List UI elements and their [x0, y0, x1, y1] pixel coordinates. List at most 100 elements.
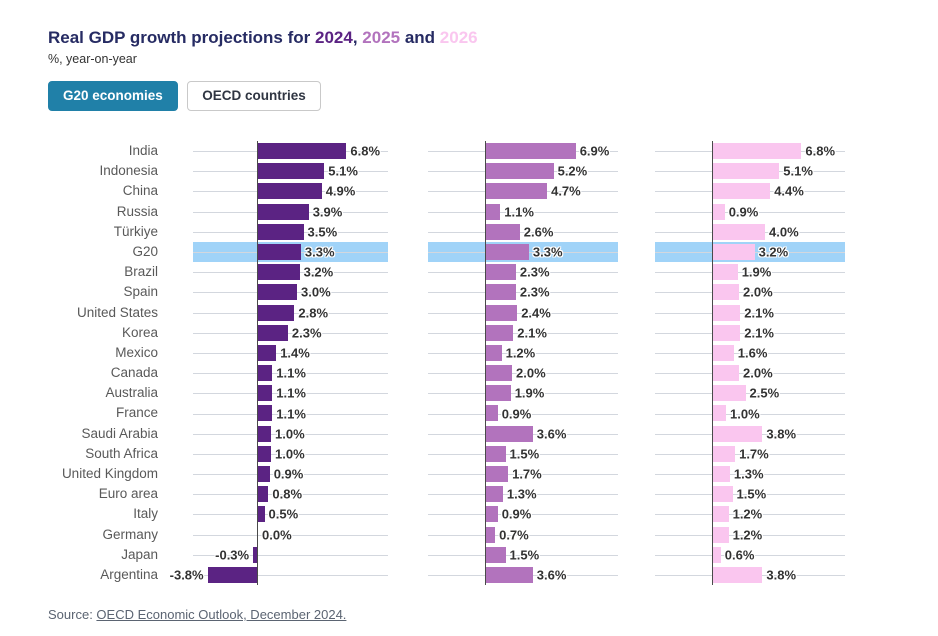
value-label: 3.2% [303, 264, 334, 280]
value-label: 2.0% [516, 365, 546, 381]
axis-line [712, 383, 713, 404]
bar-2026 [713, 143, 802, 159]
gridline [428, 292, 618, 294]
value-label: 1.0% [730, 406, 760, 422]
chart-row: Australia 1.1% 1.9% 2.5% [48, 383, 938, 404]
axis-line [485, 282, 486, 303]
axis-line [712, 262, 713, 283]
chart-cell-2025: 2.1% [428, 322, 618, 343]
source-link[interactable]: OECD Economic Outlook, December 2024. [96, 607, 347, 623]
bar-2026 [713, 264, 738, 281]
gridline [655, 393, 845, 395]
chart-row: Japan -0.3% 1.5% 0.6% [48, 544, 938, 565]
value-label: 2.3% [519, 284, 550, 300]
axis-line [257, 141, 258, 162]
row-label: Canada [110, 365, 158, 381]
gridline [193, 474, 388, 476]
axis-line [257, 161, 258, 182]
gridline [428, 494, 618, 496]
chart-cell-2026: 3.8% [655, 423, 845, 444]
value-label: 0.8% [272, 486, 303, 502]
bar-2024 [258, 264, 300, 281]
axis-line [257, 322, 258, 343]
chart-row: Mexico 1.4% 1.2% 1.6% [48, 342, 938, 364]
gridline [655, 292, 845, 294]
axis-line [485, 141, 486, 162]
axis-line [485, 363, 486, 384]
axis-line [257, 221, 258, 242]
chart-row: Italy 0.5% 0.9% 1.2% [48, 504, 938, 525]
value-label: 1.6% [737, 345, 768, 361]
bar-2025 [486, 183, 548, 200]
value-label: 1.5% [736, 486, 767, 502]
row-label: Germany [102, 526, 158, 542]
oecd-countries-button[interactable]: OECD countries [187, 81, 321, 111]
bar-2025 [486, 344, 502, 361]
value-label: 4.9% [325, 183, 356, 199]
g20-economies-button[interactable]: G20 economies [48, 81, 178, 111]
chart-cell-2025: 0.9% [428, 403, 618, 424]
bar-2024 [258, 284, 297, 301]
value-label: 1.2% [732, 506, 763, 522]
chart-cell-2025: 2.3% [428, 262, 618, 283]
chart-row: G20 3.3% 3.3% 3.2% [48, 241, 938, 263]
axis-line [712, 524, 713, 545]
bar-2025 [486, 243, 529, 260]
chart-cell-2025: 0.7% [428, 524, 618, 545]
bar-2024 [258, 183, 322, 200]
chart-cell-2025: 1.3% [428, 484, 618, 505]
bar-2025 [486, 284, 516, 301]
source-prefix: Source: [48, 607, 97, 623]
value-label: -0.3% [215, 547, 250, 563]
axis-line [712, 322, 713, 343]
axis-line [712, 403, 713, 424]
value-label: 1.1% [504, 204, 534, 220]
chart-cell-2024: -0.3% [193, 544, 388, 565]
value-label: 3.3% [532, 244, 563, 260]
bar-2025 [486, 143, 576, 159]
chart-row: South Africa 1.0% 1.5% 1.7% [48, 443, 938, 464]
bar-2025 [486, 506, 498, 523]
chart-cell-2026: 1.7% [655, 443, 845, 464]
bar-2024 [207, 566, 257, 583]
chart-cell-2024: 1.4% [193, 342, 388, 364]
bar-2026 [713, 566, 763, 583]
gridline [655, 534, 845, 536]
chart-cell-2024: 6.8% [193, 141, 388, 162]
bar-2026 [713, 405, 726, 422]
row-label: Russia [116, 203, 158, 219]
chart-row: Argentina -3.8% 3.6% 3.8% [48, 564, 938, 586]
title-year-2026: 2026 [439, 28, 478, 47]
value-label: 1.2% [732, 527, 763, 543]
value-label: 1.4% [280, 345, 310, 361]
bar-2025 [486, 163, 554, 180]
axis-line [257, 363, 258, 384]
title-year-2024: 2024 [315, 28, 353, 47]
value-label: 1.5% [509, 446, 540, 462]
bar-2024 [258, 304, 295, 321]
chart-cell-2026: 1.9% [655, 262, 845, 283]
axis-line [257, 201, 258, 222]
chart-cell-2025: 3.6% [428, 564, 618, 586]
chart-cell-2026: 2.0% [655, 363, 845, 384]
axis-line [712, 504, 713, 525]
chart-cell-2024: 4.9% [193, 181, 388, 202]
chart-cell-2025: 0.9% [428, 504, 618, 525]
bar-2026 [713, 203, 725, 220]
bar-2026 [713, 243, 755, 260]
chart-cell-2024: 3.0% [193, 282, 388, 303]
chart-cell-2024: 1.0% [193, 443, 388, 464]
gridline [655, 352, 845, 354]
axis-line [712, 423, 713, 444]
gridline [655, 211, 845, 213]
value-label: 4.7% [551, 183, 581, 199]
chart-cell-2026: 1.5% [655, 484, 845, 505]
chart-row: Türkiye 3.5% 2.6% 4.0% [48, 221, 938, 242]
axis-line [485, 181, 486, 202]
bar-2025 [486, 304, 518, 321]
axis-line [257, 181, 258, 202]
chart-cell-2026: 6.8% [655, 141, 845, 162]
value-label: 2.0% [743, 284, 773, 300]
axis-line [485, 504, 486, 525]
title-year-2025: 2025 [362, 28, 401, 47]
